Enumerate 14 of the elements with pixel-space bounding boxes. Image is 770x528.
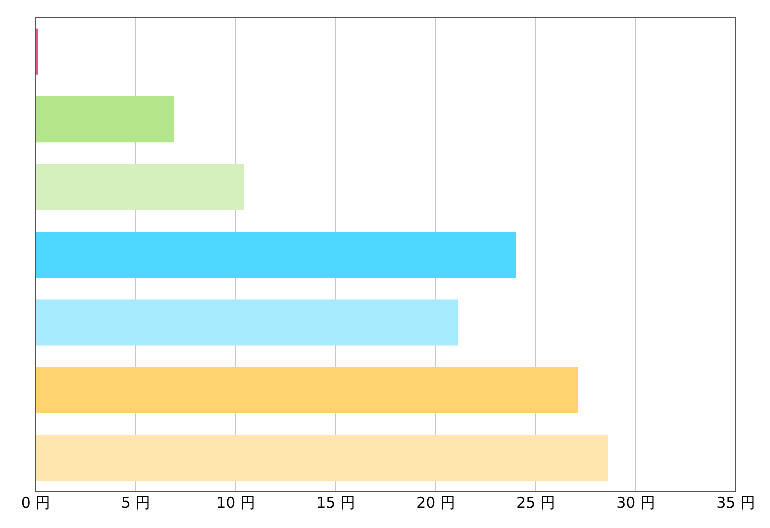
bar: [36, 435, 608, 482]
bar: [36, 300, 458, 346]
bar: [36, 164, 244, 210]
bar: [36, 232, 516, 278]
bar: [36, 96, 174, 143]
x-tick-label: 25 円: [516, 494, 556, 512]
x-tick-label: 30 円: [616, 494, 656, 512]
bar: [36, 367, 578, 414]
x-tick-label: 35 円: [716, 494, 756, 512]
x-tick-label: 0 円: [21, 494, 51, 512]
x-tick-label: 20 円: [416, 494, 456, 512]
x-tick-label: 15 円: [316, 494, 356, 512]
x-tick-label: 5 円: [121, 494, 151, 512]
x-tick-label: 10 円: [216, 494, 256, 512]
